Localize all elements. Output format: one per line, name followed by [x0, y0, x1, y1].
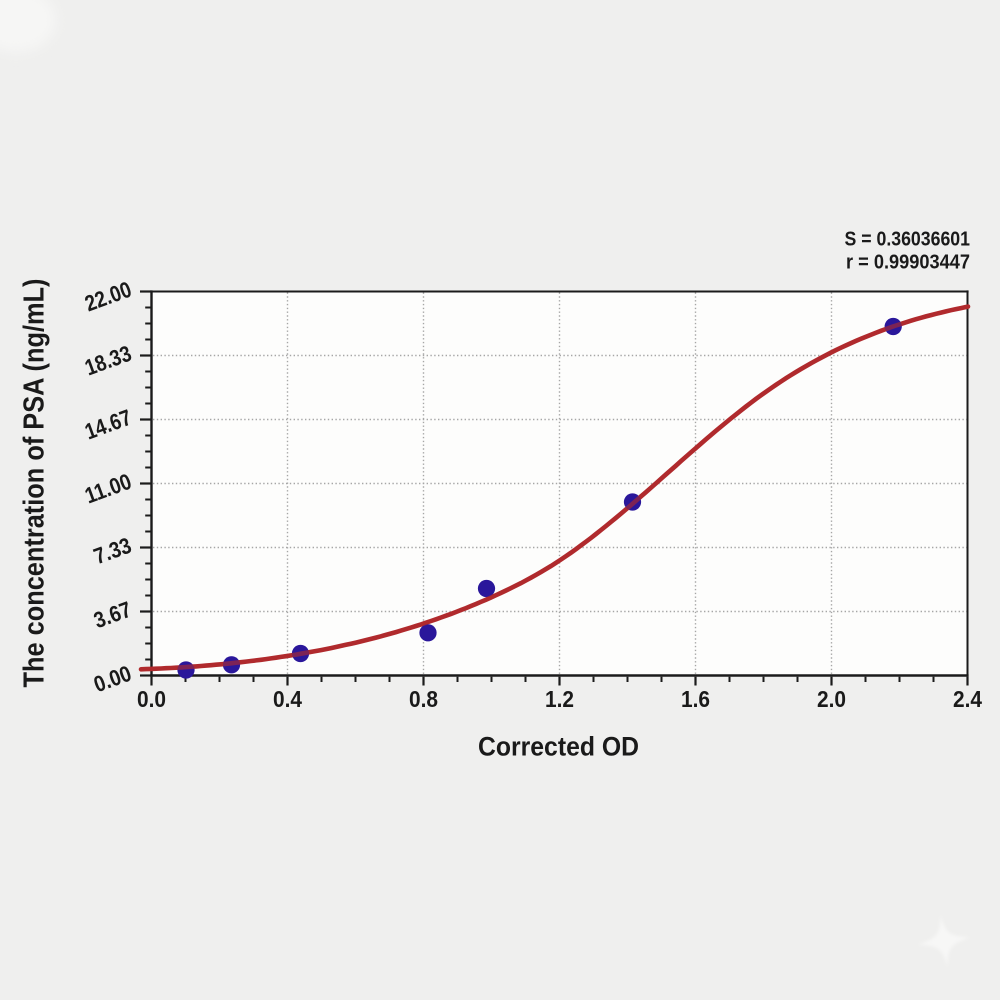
svg-text:S = 0.36036601: S = 0.36036601	[845, 228, 971, 251]
svg-text:1.6: 1.6	[681, 686, 710, 712]
svg-text:0.0: 0.0	[137, 686, 166, 712]
svg-text:2.0: 2.0	[817, 686, 846, 712]
svg-text:0.8: 0.8	[409, 686, 438, 712]
svg-text:2.4: 2.4	[953, 686, 982, 712]
svg-text:Corrected OD: Corrected OD	[478, 732, 639, 762]
svg-text:0.4: 0.4	[273, 686, 302, 712]
svg-text:r = 0.99903447: r = 0.99903447	[846, 251, 970, 274]
svg-text:The concentration of PSA (ng/m: The concentration of PSA (ng/mL)	[19, 279, 51, 688]
svg-text:1.2: 1.2	[545, 686, 574, 712]
